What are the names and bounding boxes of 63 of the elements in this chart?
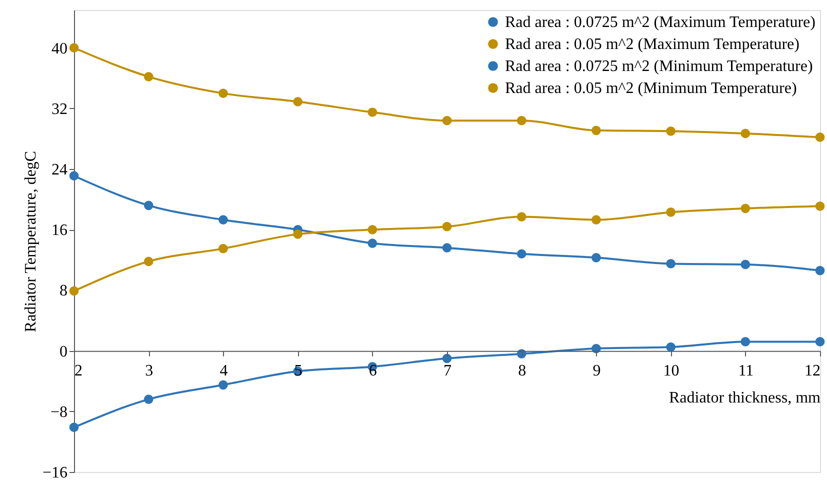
point (218, 215, 228, 224)
point (368, 238, 378, 248)
point (592, 252, 601, 262)
point (592, 215, 601, 224)
point (592, 126, 601, 136)
point (815, 132, 825, 142)
y-tick-label: −8 (50, 404, 68, 421)
y-tick-label: 24 (52, 162, 68, 179)
point (516, 116, 526, 126)
point (144, 256, 154, 266)
point (368, 224, 378, 234)
x-tick-label: 5 (294, 362, 302, 380)
legend-label: Rad area : 0.05 m^2 (Minimum Temperature) (505, 80, 797, 97)
x-axis-title: Radiator thickness, mm (668, 389, 822, 406)
x-tick-label: 4 (220, 362, 228, 380)
point (666, 126, 676, 136)
point (815, 201, 825, 211)
point (69, 286, 79, 296)
point (144, 72, 154, 82)
y-tick-label: −16 (42, 464, 68, 482)
x-tick-label: 12 (804, 362, 820, 380)
legend-label: Rad area : 0.0725 m^2 (Minimum Temperature) (505, 58, 813, 75)
point (293, 230, 302, 239)
x-tick-label: 10 (663, 362, 680, 380)
y-tick-label: 8 (60, 282, 68, 300)
y-axis-title: Radiator Temperature, degC (22, 150, 40, 332)
y-tick-label: 32 (52, 100, 68, 118)
y-tick-label: 40 (52, 40, 68, 58)
point (218, 244, 228, 254)
point (368, 108, 378, 117)
point (740, 337, 750, 346)
point (740, 260, 750, 270)
legend-label: Rad area : 0.05 m^2 (Maximum Temperature) (505, 36, 800, 53)
point (442, 243, 452, 252)
point (666, 342, 676, 352)
point (666, 259, 676, 268)
point (516, 249, 526, 259)
point (218, 380, 228, 390)
point (740, 204, 750, 214)
point (442, 354, 452, 364)
legend-label: Rad area : 0.0725 m^2 (Maximum Temperature) (505, 14, 816, 31)
y-tick-label: 16 (52, 222, 68, 240)
point (144, 394, 154, 404)
point (666, 208, 676, 217)
point (218, 88, 228, 98)
point (815, 266, 825, 276)
x-tick-label: 2 (74, 362, 82, 380)
point (740, 128, 750, 138)
x-tick-label: 3 (145, 362, 154, 380)
point (516, 212, 526, 222)
point (293, 96, 302, 106)
point (69, 43, 79, 53)
point (69, 171, 79, 181)
point (144, 200, 154, 210)
point (815, 337, 825, 346)
x-tick-label: 7 (444, 362, 452, 380)
point (442, 222, 452, 232)
y-tick-label: 0 (60, 343, 68, 360)
point (69, 422, 79, 432)
point (442, 116, 452, 126)
x-tick-label: 9 (592, 362, 601, 380)
x-tick-label: 8 (518, 362, 526, 380)
x-tick-label: 11 (738, 362, 754, 380)
